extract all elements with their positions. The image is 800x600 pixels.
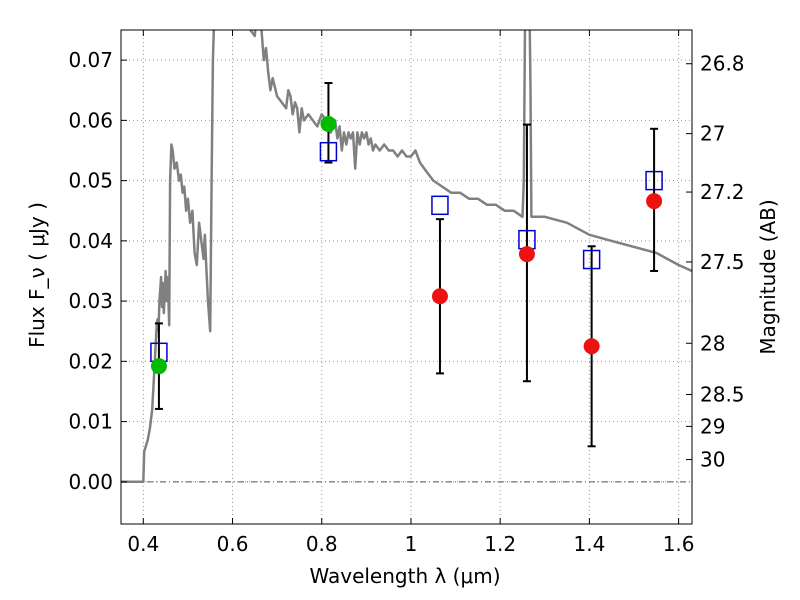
sed-model-curve-group — [121, 30, 692, 484]
observed-points — [150, 115, 663, 375]
right-axis-title: Magnitude (AB) — [756, 199, 780, 354]
right-tick-label: 28 — [700, 331, 725, 355]
y-tick-label: 0.04 — [68, 229, 113, 253]
x-axis-title: Wavelength λ (μm) — [309, 564, 500, 588]
y-tick-label: 0.01 — [68, 410, 113, 434]
x-tick-label: 1.4 — [573, 532, 605, 556]
sed-curve-line — [121, 30, 692, 484]
model-square — [645, 170, 663, 191]
model-square — [431, 195, 449, 216]
model-square — [582, 249, 601, 270]
flux-point — [320, 115, 337, 132]
y-tick-label: 0.03 — [68, 289, 113, 313]
plot-frame — [120, 29, 693, 525]
flux-point — [431, 288, 448, 305]
y-tick-label: 0.05 — [68, 169, 113, 193]
right-axis-ticks: 26.8 27 27.2 27.5 28 28.5 29 30 — [686, 52, 745, 472]
y-tick-label: 0.07 — [68, 48, 113, 72]
x-tick-label: 1.2 — [484, 532, 516, 556]
right-tick-label: 28.5 — [700, 382, 745, 406]
x-axis-ticks: 0.4 0.6 0.8 1 1.2 1.4 1.6 — [127, 30, 695, 556]
flux-point — [646, 193, 663, 210]
model-square — [319, 141, 338, 162]
right-tick-label: 27.2 — [700, 180, 745, 204]
x-tick-label: 0.6 — [217, 532, 249, 556]
y-tick-label: 0.02 — [68, 349, 113, 373]
flux-point — [583, 338, 600, 355]
plot-content — [121, 30, 692, 484]
x-tick-label: 1 — [405, 532, 418, 556]
right-tick-label: 29 — [700, 414, 725, 438]
x-tick-label: 0.4 — [127, 532, 159, 556]
y-tick-label: 0.06 — [68, 108, 113, 132]
x-tick-label: 0.8 — [306, 532, 338, 556]
right-tick-label: 30 — [700, 448, 725, 472]
flux-point — [150, 358, 167, 375]
right-tick-label: 26.8 — [700, 52, 745, 76]
y-axis-title: Flux F_ν ( μJy ) — [25, 202, 49, 348]
y-axis-ticks: 0.00 0.01 0.02 0.03 0.04 0.05 0.06 0.07 — [68, 48, 127, 494]
right-tick-label: 27.5 — [700, 250, 745, 274]
y-tick-label: 0.00 — [68, 470, 113, 494]
flux-point — [518, 246, 535, 263]
right-tick-label: 27 — [700, 122, 725, 146]
x-tick-label: 1.6 — [663, 532, 695, 556]
